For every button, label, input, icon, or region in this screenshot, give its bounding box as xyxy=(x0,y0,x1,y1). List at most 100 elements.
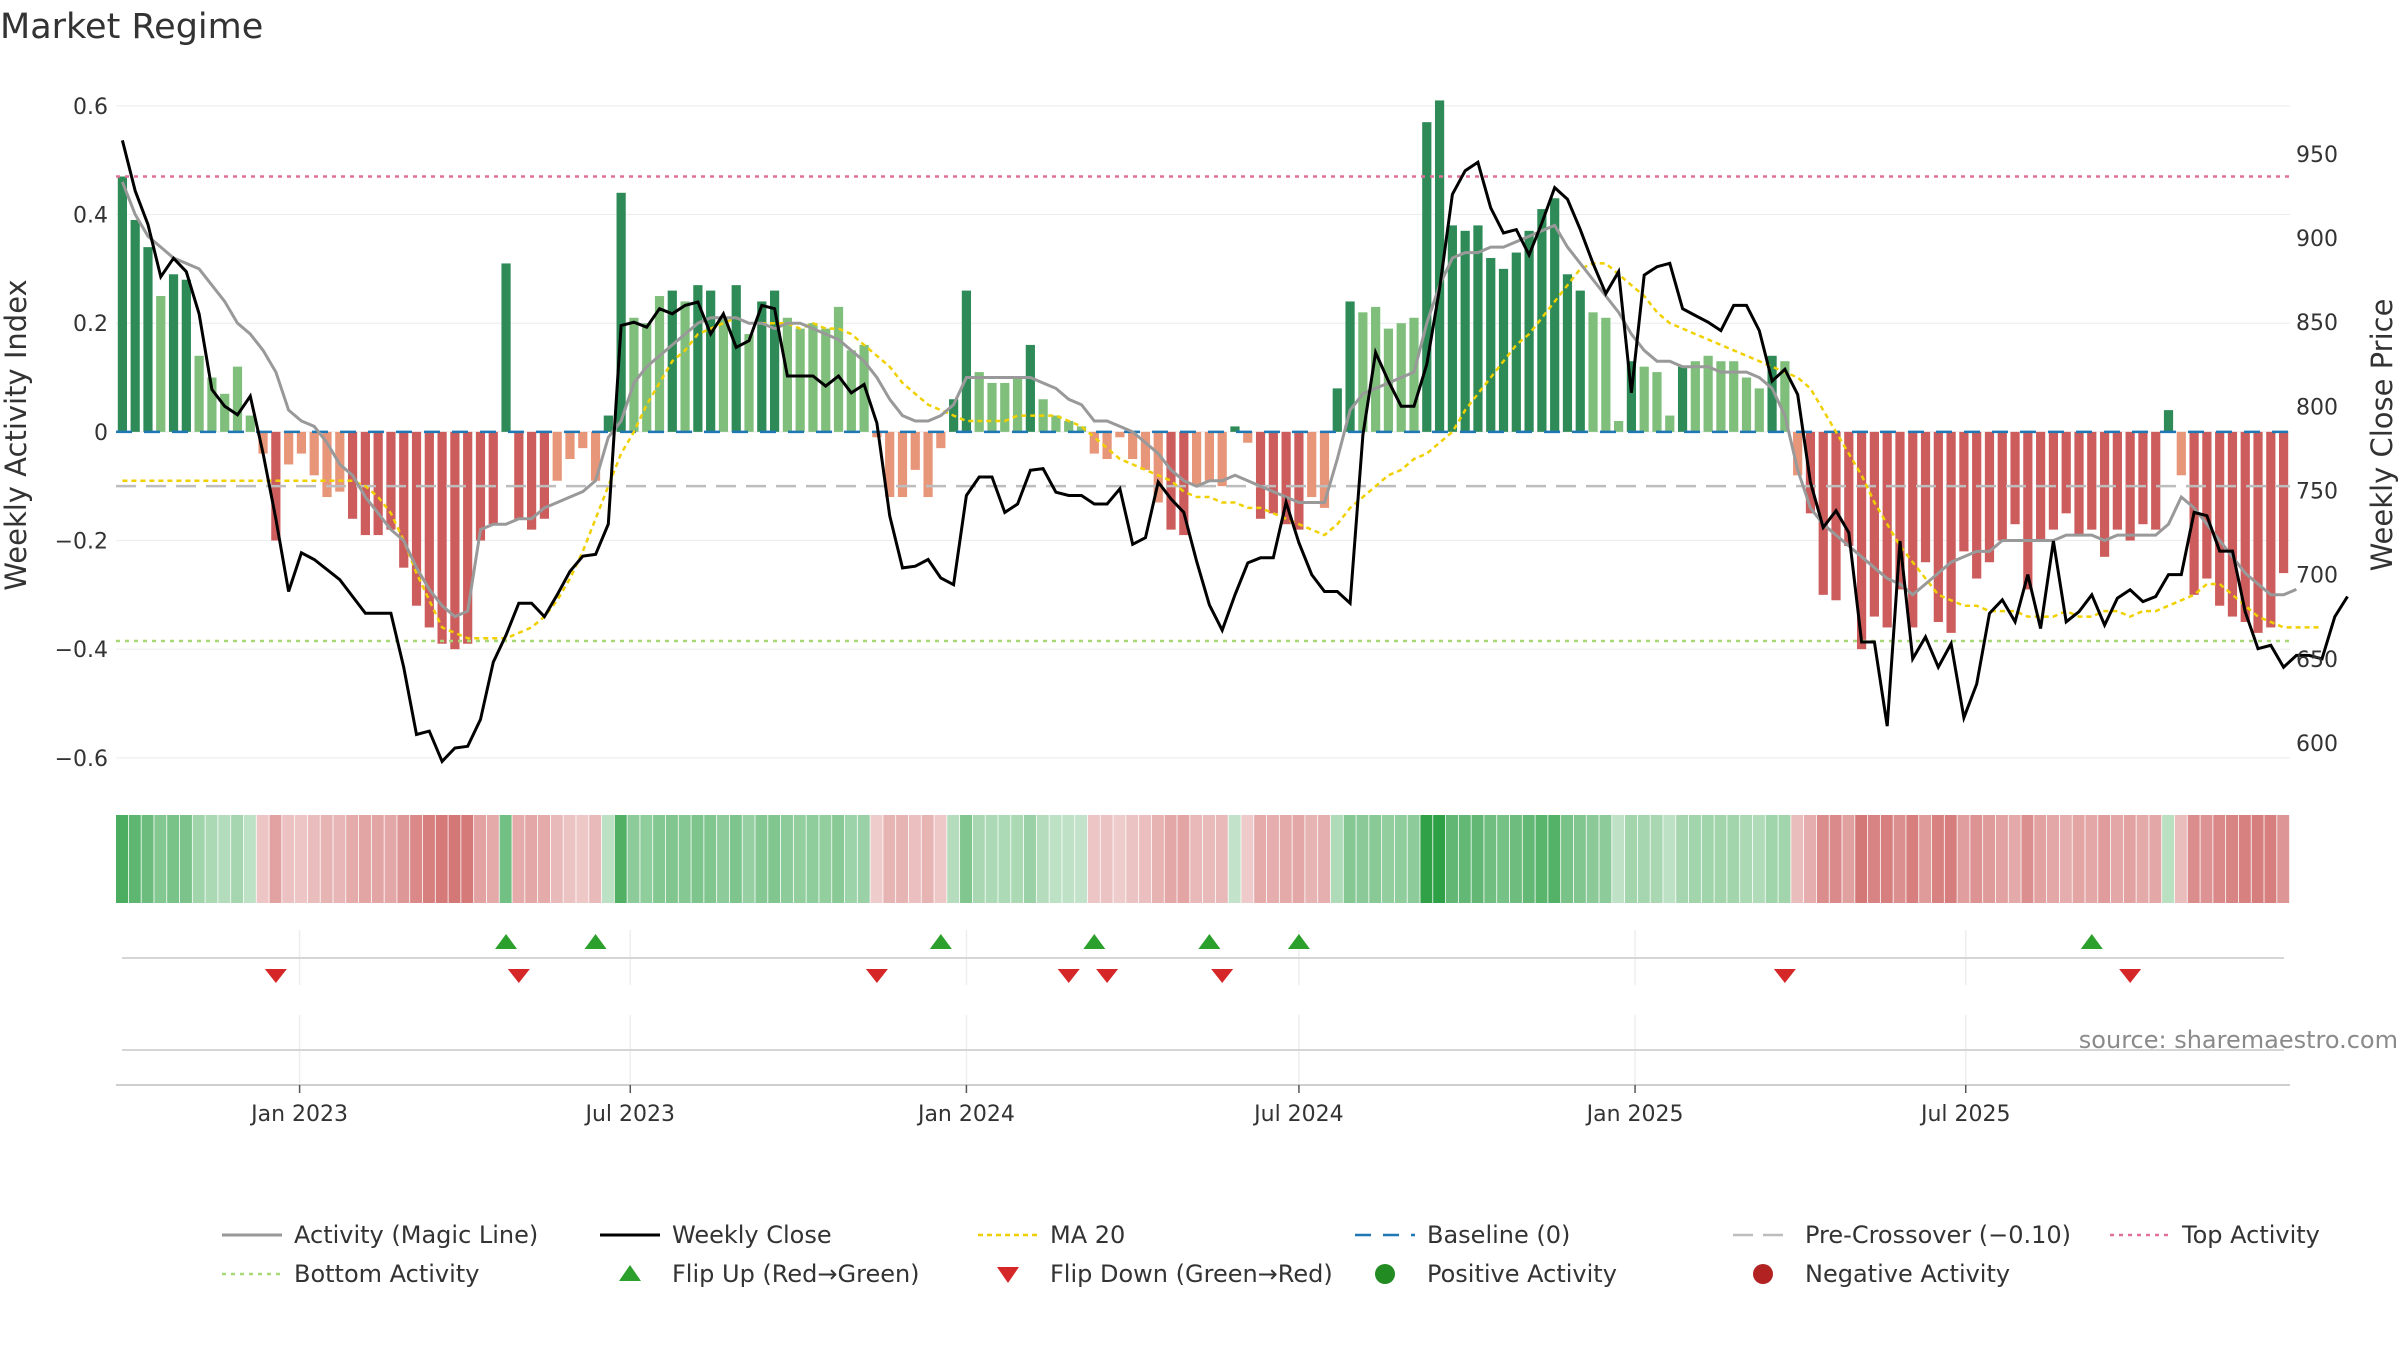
activity-bar xyxy=(757,301,767,432)
regime-cell xyxy=(691,815,704,903)
activity-bar xyxy=(1920,431,1931,563)
regime-cell xyxy=(2238,815,2251,903)
regime-cell xyxy=(601,815,614,903)
regime-cell xyxy=(167,815,180,903)
flip-down-marker xyxy=(264,969,287,983)
activity-bar xyxy=(1460,230,1470,432)
regime-cell xyxy=(461,815,474,903)
activity-bar xyxy=(936,431,946,449)
y-tick-label: 0 xyxy=(94,421,108,446)
regime-cell xyxy=(2162,815,2175,903)
activity-bar xyxy=(1959,431,1969,552)
regime-cell xyxy=(1561,815,1574,903)
activity-bar xyxy=(1729,361,1739,432)
regime-cell xyxy=(1305,815,1318,903)
legend-item-neg: Negative Activity xyxy=(1753,1260,2010,1288)
activity-bar xyxy=(897,431,908,498)
activity-bar xyxy=(399,431,409,568)
activity-bar xyxy=(706,290,716,432)
regime-cell xyxy=(1420,815,1433,903)
chart-title: Market Regime xyxy=(0,7,263,47)
flip-markers-panel xyxy=(122,930,2284,985)
regime-cell xyxy=(1330,815,1343,903)
activity-bar xyxy=(1358,312,1368,432)
regime-cell xyxy=(1215,815,1228,903)
regime-cell xyxy=(1535,815,1548,903)
regime-cell xyxy=(1880,815,1893,903)
flip-up-marker xyxy=(495,934,518,949)
regime-cell xyxy=(1548,815,1561,903)
y-axis-ticks: 0.6 0.4 0.2 0 −0.2 −0.4 −0.6 xyxy=(55,95,108,772)
regime-cell xyxy=(116,815,128,903)
activity-bar xyxy=(1614,420,1624,432)
regime-cell xyxy=(1126,815,1139,903)
activity-bar xyxy=(1345,301,1355,432)
x-tick-label: Jul 2025 xyxy=(1919,1102,2011,1127)
regime-cell xyxy=(1087,815,1100,903)
regime-cell xyxy=(2123,815,2136,903)
regime-cell xyxy=(1203,815,1215,903)
activity-bar xyxy=(309,431,319,476)
regime-cell xyxy=(934,815,947,903)
activity-bar xyxy=(2240,431,2250,623)
activity-bar xyxy=(450,431,460,650)
x-tick-label: Jul 2023 xyxy=(584,1102,676,1127)
regime-cell xyxy=(1433,815,1446,903)
flip-down-marker xyxy=(865,969,888,983)
regime-cell xyxy=(1113,815,1126,903)
y-tick-label: −0.2 xyxy=(55,530,108,555)
activity-bar xyxy=(1895,431,1905,590)
y-tick-label: 0.2 xyxy=(73,312,108,337)
activity-bar xyxy=(2202,431,2212,579)
activity-bar xyxy=(539,431,550,519)
regime-cell xyxy=(921,815,934,903)
activity-bar xyxy=(1064,420,1074,432)
regime-cell xyxy=(1151,815,1164,903)
legend-label: Bottom Activity xyxy=(294,1260,479,1288)
activity-bar xyxy=(514,431,524,519)
activity-bar xyxy=(1908,431,1918,628)
activity-bar xyxy=(744,334,754,432)
activity-bar xyxy=(1537,209,1547,432)
flip-up-marker xyxy=(584,934,607,949)
regime-cell xyxy=(2149,815,2162,903)
regime-cell xyxy=(1062,815,1075,903)
activity-bar xyxy=(1204,431,1214,481)
activity-bar xyxy=(1780,361,1790,432)
activity-bar xyxy=(910,431,920,470)
activity-bar xyxy=(2087,431,2097,530)
activity-bar xyxy=(143,247,153,432)
y-axis-label: Weekly Activity Index xyxy=(0,279,33,590)
flip-down-marker xyxy=(1096,969,1119,983)
regime-cell xyxy=(1752,815,1765,903)
activity-bar xyxy=(501,263,511,432)
flip-down-marker xyxy=(1211,969,1234,983)
regime-strip xyxy=(116,815,2290,903)
activity-bar xyxy=(1831,431,1841,601)
regime-cell xyxy=(295,815,308,903)
regime-cell xyxy=(410,815,423,903)
regime-cell xyxy=(896,815,909,903)
activity-bar xyxy=(1511,252,1521,432)
activity-bar xyxy=(1319,431,1330,508)
activity-bar xyxy=(1128,431,1138,460)
regime-cell xyxy=(474,815,487,903)
legend-item-flipup: Flip Up (Red→Green) xyxy=(619,1260,920,1288)
legend-item-ma20: MA 20 xyxy=(978,1221,1125,1249)
activity-bar xyxy=(2279,431,2289,574)
regime-cell xyxy=(2187,815,2200,903)
legend: Activity (Magic Line) Weekly Close MA 20 Ba… xyxy=(222,1221,2320,1288)
activity-bar xyxy=(1997,431,2007,541)
regime-cell xyxy=(550,815,563,903)
regime-cell xyxy=(2072,815,2085,903)
activity-bar xyxy=(2151,431,2161,530)
activity-bar xyxy=(654,296,665,432)
activity-bar xyxy=(1498,268,1509,432)
regime-cell xyxy=(576,815,589,903)
activity-bar xyxy=(220,393,230,432)
regime-cell xyxy=(1701,815,1714,903)
activity-bar xyxy=(1140,431,1151,470)
activity-bar xyxy=(1179,431,1189,536)
regime-cell xyxy=(512,815,525,903)
activity-bar xyxy=(373,431,383,536)
